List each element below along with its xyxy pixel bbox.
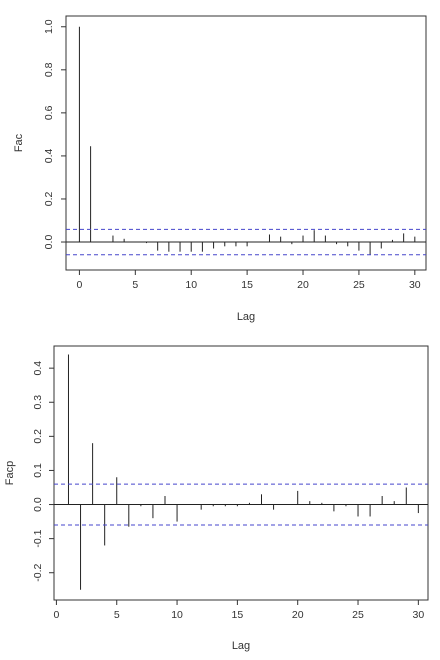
pacf-bars [54,354,428,590]
y-tick-label: 0.0 [32,497,44,512]
y-tick-label: 1.0 [43,19,55,34]
x-tick-label: 30 [409,279,421,291]
y-axis-title: Facp [4,461,16,485]
y-tick-label: 0.4 [43,148,55,163]
x-axis: 0 5 10 15 20 25 30 [76,270,421,291]
y-tick-label: -0.2 [32,564,44,582]
x-axis-title: Lag [232,640,250,652]
x-tick-label: 25 [353,279,365,291]
x-tick-label: 0 [53,609,59,621]
x-tick-label: 5 [132,279,138,291]
y-tick-label: 0.2 [32,429,44,444]
y-axis-title: Fac [13,133,25,152]
y-tick-label: 0.1 [32,463,44,478]
y-axis: -0.2 -0.1 0.0 0.1 0.2 0.3 0.4 [32,361,54,582]
x-axis: 0 5 10 15 20 25 30 [53,600,424,621]
plot-frame [65,15,427,271]
x-tick-label: 10 [171,609,183,621]
y-tick-label: 0.0 [43,235,55,250]
plot-frame [53,345,429,601]
x-tick-label: 10 [185,279,197,291]
y-tick-label: 0.2 [43,192,55,207]
x-tick-label: 0 [76,279,82,291]
x-tick-label: 20 [297,279,309,291]
y-axis: 0.0 0.2 0.4 0.6 0.8 1.0 [43,19,66,249]
y-tick-label: -0.1 [32,529,44,547]
x-tick-label: 5 [114,609,120,621]
x-tick-label: 15 [232,609,244,621]
x-axis-title: Lag [237,311,255,323]
y-tick-label: 0.8 [43,62,55,77]
x-tick-label: 15 [241,279,253,291]
confidence-bands [54,483,428,526]
x-tick-label: 25 [352,609,364,621]
y-tick-label: 0.3 [32,395,44,410]
y-tick-label: 0.4 [32,361,44,376]
x-tick-label: 30 [413,609,425,621]
y-tick-label: 0.6 [43,105,55,120]
pacf-chart: 0 5 10 15 20 25 30 -0.2 -0.1 0.0 0.1 0.2 0.3 0.4 Lag… [4,345,429,652]
x-tick-label: 20 [292,609,304,621]
acf-chart: 0 5 10 15 20 25 30 0.0 0.2 0.4 0.6 0.8 1.0 Lag Fac [13,15,427,323]
acf-bars [66,26,426,255]
confidence-bands [66,228,426,256]
